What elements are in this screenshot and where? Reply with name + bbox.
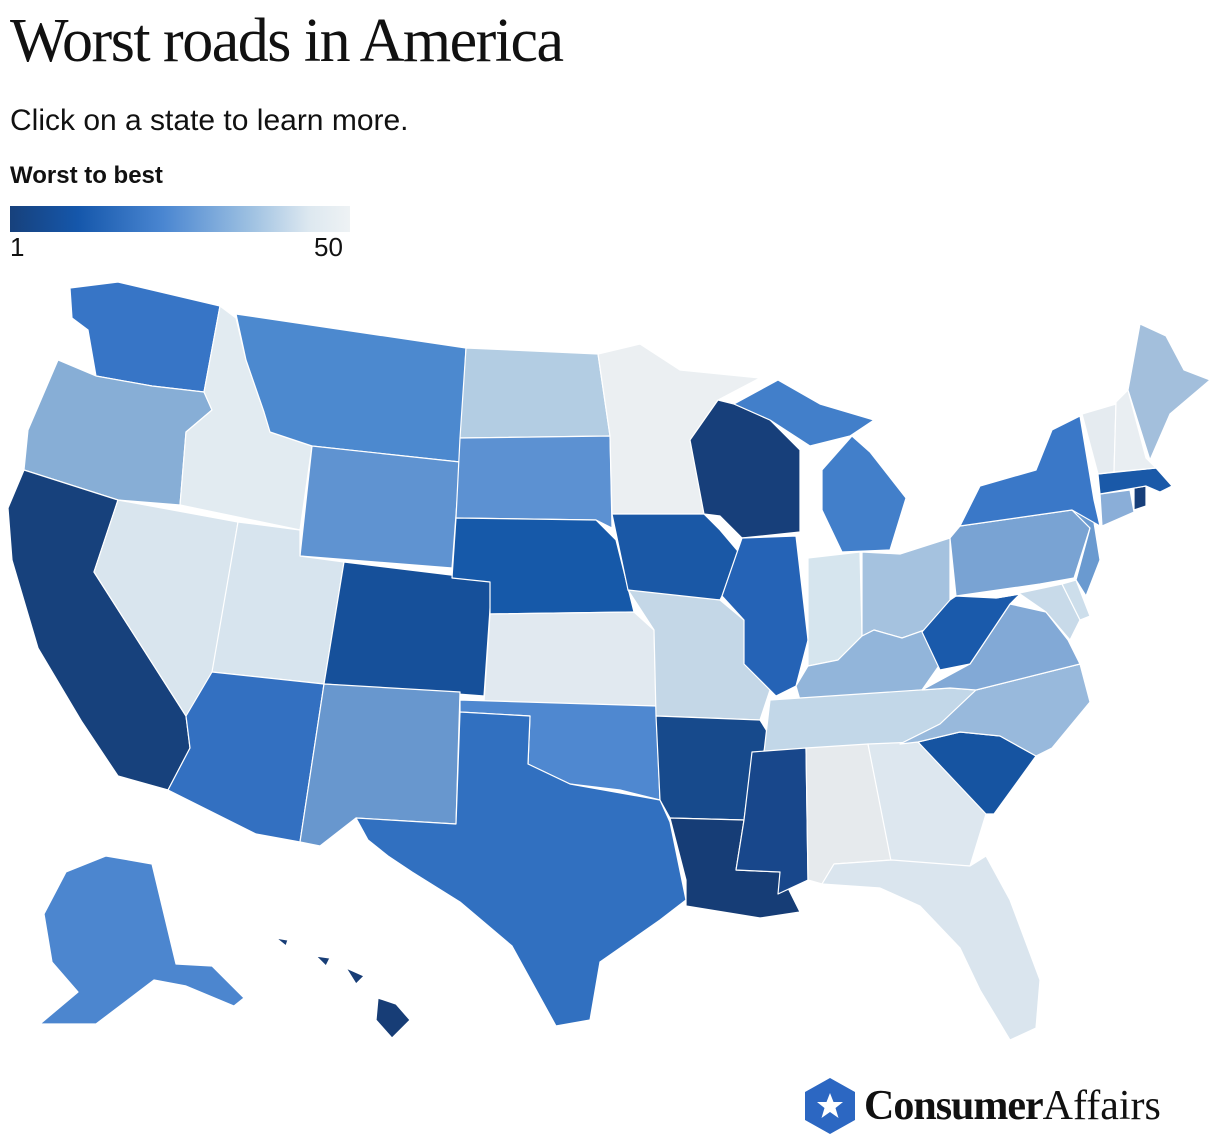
state-ia[interactable] (611, 513, 743, 601)
logo-wordmark: ConsumerAffairs (864, 1082, 1161, 1130)
state-ks[interactable] (483, 611, 657, 707)
state-fl[interactable] (821, 855, 1041, 1041)
consumeraffairs-logo: ConsumerAffairs (800, 1074, 1215, 1138)
state-ri[interactable] (1133, 485, 1147, 511)
state-wi[interactable] (689, 399, 801, 539)
state-nh[interactable] (1113, 389, 1157, 473)
logo-wordmark-bold: Consumer (864, 1083, 1044, 1129)
legend-color-scale (10, 206, 350, 232)
legend-title: Worst to best (10, 162, 163, 189)
state-co[interactable] (323, 561, 493, 697)
state-hi[interactable] (275, 937, 411, 1039)
state-sd[interactable] (455, 435, 613, 529)
state-ak[interactable] (39, 855, 245, 1025)
state-wy[interactable] (299, 445, 461, 569)
hexagon-star-icon (805, 1078, 855, 1134)
page-subtitle: Click on a state to learn more. (10, 104, 409, 137)
state-tx[interactable] (355, 711, 687, 1027)
state-mi[interactable] (733, 379, 907, 553)
state-ny[interactable] (959, 415, 1101, 527)
state-ct[interactable] (1099, 489, 1135, 527)
state-nd[interactable] (459, 347, 611, 439)
legend-max-label: 50 (314, 232, 343, 262)
state-me[interactable] (1127, 323, 1211, 461)
states-layer (7, 281, 1211, 1041)
state-nc[interactable] (899, 663, 1091, 757)
legend-min-label: 1 (10, 232, 25, 262)
state-il[interactable] (721, 535, 809, 697)
logo-wordmark-regular: Affairs (1042, 1083, 1161, 1129)
page-title: Worst roads in America (10, 7, 564, 75)
state-de[interactable] (1061, 579, 1091, 621)
